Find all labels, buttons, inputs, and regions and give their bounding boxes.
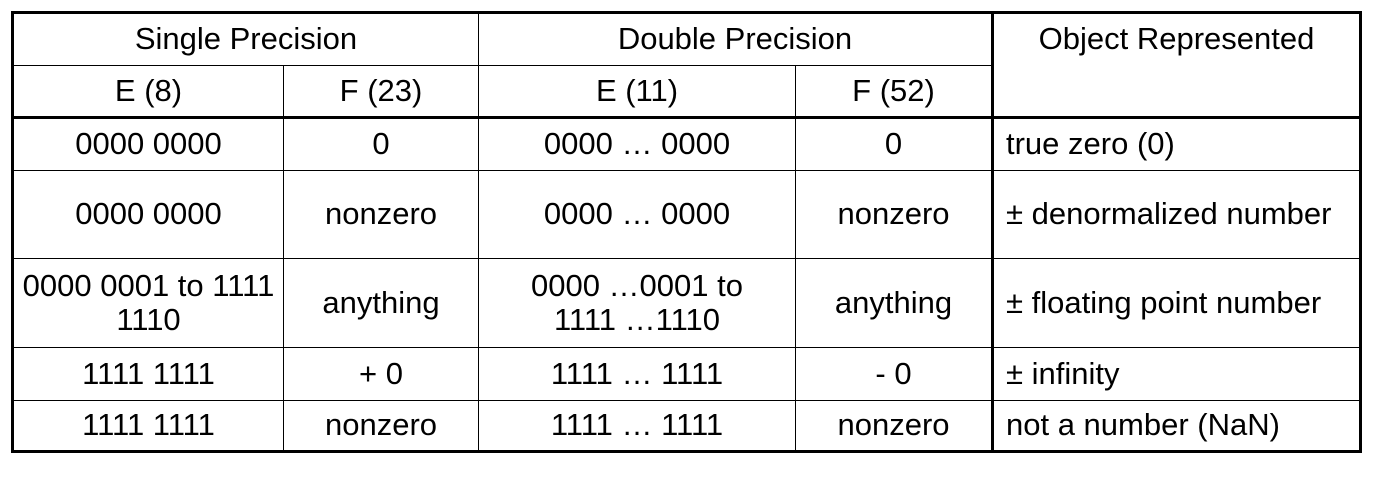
table-row: 0000 0000 nonzero 0000 … 0000 nonzero ± … <box>12 170 1361 259</box>
cell-dp-exponent: 0000 … 0000 <box>478 170 796 259</box>
cell-dp-exponent: 0000 …0001 to 1111 …1110 <box>478 258 796 348</box>
ieee754-special-values-table: Single Precision Double Precision Object… <box>11 11 1362 453</box>
header-row-1: Single Precision Double Precision Object… <box>12 12 1361 119</box>
header-object-represented: Object Represented <box>991 12 1361 119</box>
cell-sp-fraction: 0 <box>283 117 479 171</box>
header-sp-exponent: E (8) <box>12 65 284 119</box>
cell-dp-fraction: nonzero <box>795 400 993 452</box>
cell-dp-exponent: 1111 … 1111 <box>478 347 796 401</box>
cell-sp-fraction: nonzero <box>283 400 479 452</box>
cell-dp-fraction: 0 <box>795 117 993 171</box>
table-row: 1111 1111 + 0 1111 … 1111 - 0 ± infinity <box>12 347 1361 401</box>
cell-dp-fraction: - 0 <box>795 347 993 401</box>
header-dp-exponent: E (11) <box>478 65 796 119</box>
cell-object: ± denormalized number <box>991 170 1361 259</box>
header-row-2: E (8) F (23) E (11) F (52) <box>12 65 1361 119</box>
cell-object: not a number (NaN) <box>991 400 1361 452</box>
table-row: 0000 0000 0 0000 … 0000 0 true zero (0) <box>12 117 1361 171</box>
header-single-precision: Single Precision <box>12 12 479 66</box>
cell-dp-fraction: nonzero <box>795 170 993 259</box>
cell-dp-exponent: 0000 … 0000 <box>478 117 796 171</box>
cell-dp-exponent: 1111 … 1111 <box>478 400 796 452</box>
cell-object: true zero (0) <box>991 117 1361 171</box>
cell-sp-exponent: 0000 0000 <box>12 117 284 171</box>
header-double-precision: Double Precision <box>478 12 993 66</box>
cell-sp-fraction: nonzero <box>283 170 479 259</box>
cell-object: ± floating point number <box>991 258 1361 348</box>
cell-sp-exponent: 1111 1111 <box>12 347 284 401</box>
cell-dp-fraction: anything <box>795 258 993 348</box>
cell-object: ± infinity <box>991 347 1361 401</box>
cell-sp-exponent: 0000 0001 to 1111 1110 <box>12 258 284 348</box>
cell-sp-fraction: + 0 <box>283 347 479 401</box>
cell-sp-fraction: anything <box>283 258 479 348</box>
header-dp-fraction: F (52) <box>795 65 993 119</box>
header-sp-fraction: F (23) <box>283 65 479 119</box>
table-row: 0000 0001 to 1111 1110 anything 0000 …00… <box>12 258 1361 348</box>
table-row: 1111 1111 nonzero 1111 … 1111 nonzero no… <box>12 400 1361 452</box>
cell-sp-exponent: 1111 1111 <box>12 400 284 452</box>
cell-sp-exponent: 0000 0000 <box>12 170 284 259</box>
